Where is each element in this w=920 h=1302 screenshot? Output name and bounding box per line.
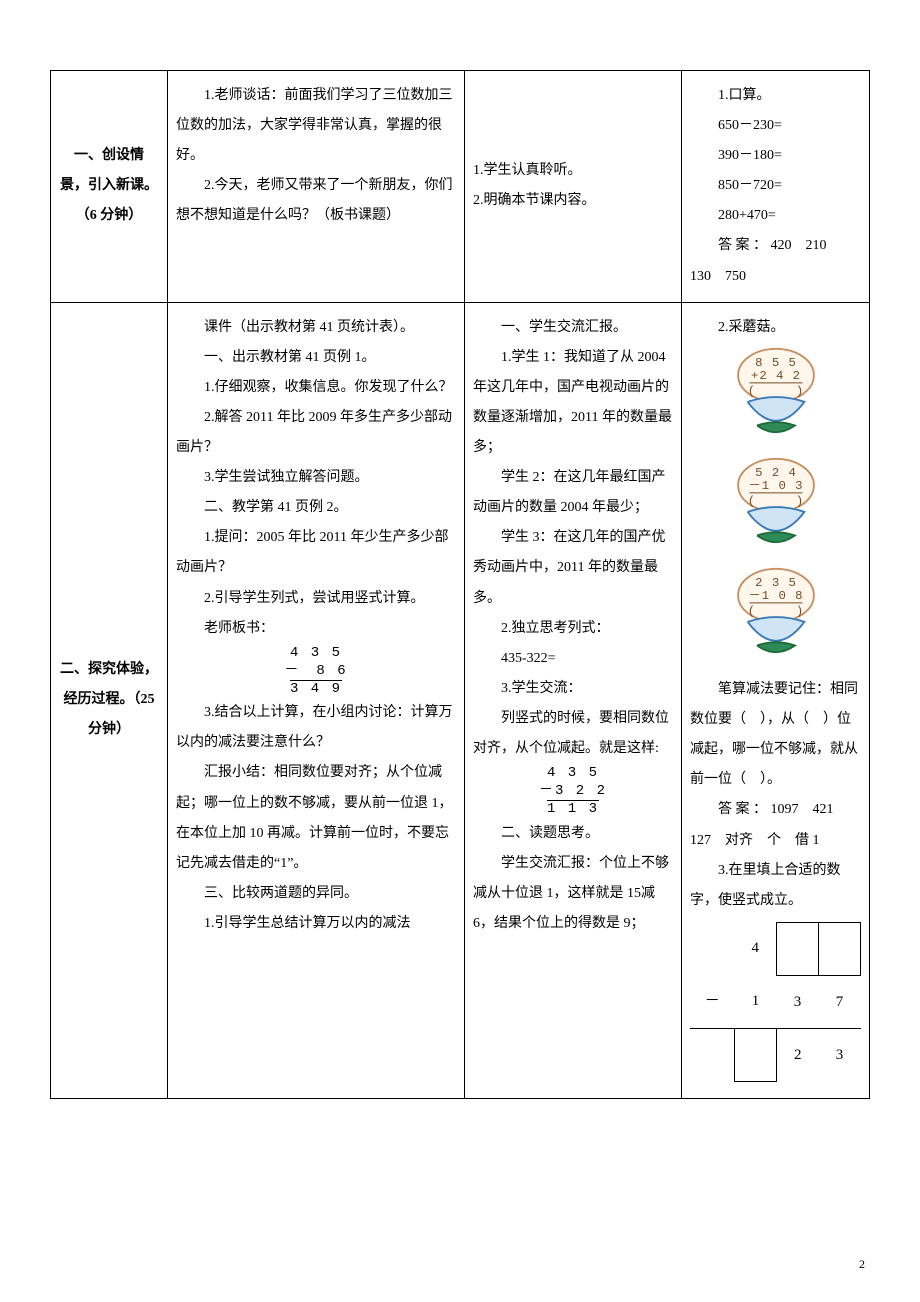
m3-top: 2 3 5 [755, 576, 797, 590]
sr3c3: 2 [776, 1029, 818, 1082]
r2c4-head: 2.采蘑菇。 [690, 313, 861, 343]
r2c3-p2: 1.学生 1：我知道了从 2004年这几年中，国产电视动画片的数量逐渐增加，20… [473, 343, 673, 463]
r2c3-p5: 2.独立思考列式： [473, 614, 673, 644]
r1c2-p2: 2.今天，老师又带来了一个新朋友，你们想不想知道是什么吗？（板书课题） [176, 171, 456, 231]
r2c3-expr: 435-322= [473, 644, 673, 674]
r2c2-p13: 1.引导学生总结计算万以内的减法 [176, 909, 456, 939]
sr1c4 [819, 922, 861, 975]
vs2-bot: 1 1 3 [547, 800, 599, 817]
r2c2-p11: 汇报小结：相同数位要对齐；从个位减起；哪一位上的数不够减，要从前一位退 1，在本… [176, 758, 456, 878]
r2c2-p9: 老师板书： [176, 614, 456, 644]
r2c3-p4: 学生 3：在这几年的国产优秀动画片中，2011 年的数量最多。 [473, 523, 673, 613]
sr3c1 [690, 1029, 734, 1082]
r1c4-i1: 650－230= [690, 111, 861, 141]
mushroom-2: 5 2 4 －1 0 3 ( ) [690, 455, 861, 557]
r2c3-p6: 3.学生交流： [473, 674, 673, 704]
mushroom-icon: 5 2 4 －1 0 3 ( ) [716, 455, 836, 545]
row2-practice: 2.采蘑菇。 8 5 5 +2 4 2 ( ) [682, 302, 870, 1098]
page-number: 2 [859, 1257, 865, 1272]
r2c3-p7: 列竖式的时候，要相同数位对齐，从个位减起。就是这样: [473, 704, 673, 764]
row2-label: 二、探究体验， 经历过程。（25 分钟） [51, 302, 168, 1098]
r2c1-l2: 经历过程。（25 [59, 685, 159, 715]
mushroom-1: 8 5 5 +2 4 2 ( ) [690, 345, 861, 447]
r2c4-ans-label: 答 案 ： [718, 802, 767, 817]
r2c2-p5: 3.学生尝试独立解答问题。 [176, 463, 456, 493]
r2c2-vstack1: 4 3 5 － 8 6 3 4 9 [176, 644, 456, 699]
r2c4-ans-vals: 1097 421 127 对齐 个 借 1 [690, 802, 848, 847]
sub-row3: 2 3 [690, 1029, 861, 1082]
row-intro: 一、创设情 景，引入新课。 （6 分钟） 1.老师谈话：前面我们学习了三位数加三… [51, 71, 870, 303]
row2-student: 一、学生交流汇报。 1.学生 1：我知道了从 2004年这几年中，国产电视动画片… [465, 302, 682, 1098]
mushroom-3: 2 3 5 －1 0 8 ( ) [690, 565, 861, 667]
row1-practice: 1.口算。 650－230= 390－180= 850－720= 280+470… [682, 71, 870, 303]
sr2c4: 7 [819, 975, 861, 1028]
vs2-top: 4 3 5 [547, 765, 599, 781]
sr2c1: － [690, 975, 734, 1028]
sub-row1: 4 [690, 922, 861, 975]
row-explore: 二、探究体验， 经历过程。（25 分钟） 课件（出示教材第 41 页统计表）。 … [51, 302, 870, 1098]
sr3c4: 3 [819, 1029, 861, 1082]
r2c2-p8: 2.引导学生列式，尝试用竖式计算。 [176, 584, 456, 614]
vs1-mid: － 8 6 [284, 663, 347, 679]
m2-mid: －1 0 3 [748, 479, 803, 493]
mushroom-icon: 2 3 5 －1 0 8 ( ) [716, 565, 836, 655]
r2c2-p2: 一、出示教材第 41 页例 1。 [176, 343, 456, 373]
vertical-subtraction-boxes: 4 － 1 3 7 2 3 [690, 922, 861, 1082]
r1c4-ans: 答 案 ： 420 210 130 750 [690, 231, 861, 291]
row1-teacher: 1.老师谈话：前面我们学习了三位数加三位数的加法，大家学得非常认真，掌握的很好。… [168, 71, 465, 303]
r1c1-l1: 一、创设情 [59, 141, 159, 171]
sr1c1 [690, 922, 734, 975]
sub-row2: － 1 3 7 [690, 975, 861, 1028]
m2-top: 5 2 4 [755, 466, 797, 480]
vs2-mid: －3 2 2 [539, 783, 607, 799]
sr2c2: 1 [734, 975, 776, 1028]
sr1c2: 4 [734, 922, 776, 975]
vs1-top: 4 3 5 [290, 645, 342, 661]
sr1c3 [776, 922, 818, 975]
r2c2-p3: 1.仔细观察，收集信息。你发现了什么？ [176, 373, 456, 403]
r1c4-head: 1.口算。 [690, 81, 861, 111]
r1c4-i4: 280+470= [690, 201, 861, 231]
m1-mid: +2 4 2 [751, 369, 801, 383]
r2c2-p7: 1.提问：2005 年比 2011 年少生产多少部动画片？ [176, 523, 456, 583]
row1-student: 1.学生认真聆听。 2.明确本节课内容。 [465, 71, 682, 303]
r2c1-l3: 分钟） [59, 715, 159, 745]
sr2c3: 3 [776, 975, 818, 1028]
lesson-table: 一、创设情 景，引入新课。 （6 分钟） 1.老师谈话：前面我们学习了三位数加三… [50, 70, 870, 1099]
r1c3-p2: 2.明确本节课内容。 [473, 186, 673, 216]
mushroom-icon: 8 5 5 +2 4 2 ( ) [716, 345, 836, 435]
r1c1-l2: 景，引入新课。 [59, 171, 159, 201]
r2c3-vstack2: 4 3 5 －3 2 2 1 1 3 [473, 764, 673, 819]
m3-mid: －1 0 8 [748, 589, 803, 603]
r2c3-p3: 学生 2：在这几年最红国产动画片的数量 2004 年最少； [473, 463, 673, 523]
r2c3-p8: 二、读题思考。 [473, 819, 673, 849]
r1c4-ans-label: 答 案 ： [718, 238, 767, 253]
r2c4-ans: 答 案 ： 1097 421 127 对齐 个 借 1 [690, 795, 861, 855]
r1c3-p1: 1.学生认真聆听。 [473, 156, 673, 186]
r2c2-p10: 3.结合以上计算，在小组内讨论：计算万以内的减法要注意什么？ [176, 698, 456, 758]
r1c1-l3: （6 分钟） [59, 201, 159, 231]
r1c4-i3: 850－720= [690, 171, 861, 201]
vs1-bot: 3 4 9 [290, 680, 342, 697]
r2c3-p1: 一、学生交流汇报。 [473, 313, 673, 343]
r2c4-rule: 笔算减法要记住：相同数位要（ ），从（ ）位减起，哪一位不够减，就从前一位（ ）… [690, 675, 861, 795]
r2c2-p4: 2.解答 2011 年比 2009 年多生产多少部动画片？ [176, 403, 456, 463]
r2c2-p12: 三、比较两道题的异同。 [176, 879, 456, 909]
r1c4-i2: 390－180= [690, 141, 861, 171]
r2c2-p1: 课件（出示教材第 41 页统计表）。 [176, 313, 456, 343]
r2c4-q3: 3.在里填上合适的数字，使竖式成立。 [690, 856, 861, 916]
row1-label: 一、创设情 景，引入新课。 （6 分钟） [51, 71, 168, 303]
r2c2-p6: 二、教学第 41 页例 2。 [176, 493, 456, 523]
r2c1-l1: 二、探究体验， [59, 655, 159, 685]
row2-teacher: 课件（出示教材第 41 页统计表）。 一、出示教材第 41 页例 1。 1.仔细… [168, 302, 465, 1098]
sr3c2 [734, 1029, 776, 1082]
r1c2-p1: 1.老师谈话：前面我们学习了三位数加三位数的加法，大家学得非常认真，掌握的很好。 [176, 81, 456, 171]
m1-top: 8 5 5 [755, 356, 797, 370]
r2c3-p9: 学生交流汇报：个位上不够减从十位退 1，这样就是 15减 6，结果个位上的得数是… [473, 849, 673, 939]
